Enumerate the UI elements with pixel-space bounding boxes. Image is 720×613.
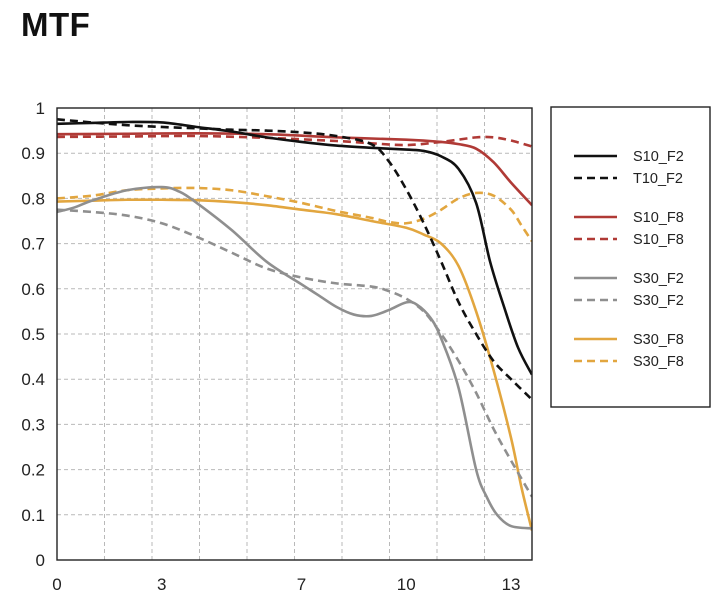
y-tick-label: 0 — [36, 551, 45, 570]
series-line-s30-f8-solid — [57, 198, 532, 531]
chart-title: MTF — [21, 6, 91, 43]
x-tick-label: 3 — [157, 575, 166, 594]
series-layer — [57, 118, 532, 531]
y-tick-label: 1 — [36, 99, 45, 118]
series-line-s10-f2-solid — [57, 120, 532, 376]
legend-label: S30_F2 — [633, 293, 684, 309]
y-tick-label: 0.5 — [21, 325, 45, 344]
series-line-t10-f2-dashed — [57, 118, 532, 401]
y-tick-label: 0.9 — [21, 144, 45, 163]
plot-frame — [56, 107, 533, 561]
legend-label: S30_F2 — [633, 271, 684, 287]
y-tick-label: 0.2 — [21, 461, 45, 480]
x-tick-label: 10 — [397, 575, 416, 594]
series-line-s30-f2-dashed — [57, 208, 532, 498]
legend-label: S10_F8 — [633, 210, 684, 226]
y-tick-label: 0.1 — [21, 506, 45, 525]
grid-layer — [57, 108, 532, 560]
legend: S10_F2 T10_F2 S10_F8 S10_F8 S30_F2 S30_F2 S30_… — [574, 149, 684, 370]
y-tick-label: 0.6 — [21, 280, 45, 299]
x-tick-label: 7 — [297, 575, 306, 594]
legend-label: S30_F8 — [633, 332, 684, 348]
x-tick-label: 0 — [52, 575, 61, 594]
legend-label: S10_F8 — [633, 232, 684, 248]
legend-label: T10_F2 — [633, 171, 683, 187]
tick-layer: 00.10.20.30.40.50.60.70.80.910 3 7 10 13 — [21, 99, 520, 594]
y-tick-label: 0.8 — [21, 189, 45, 208]
legend-label: S30_F8 — [633, 354, 684, 370]
y-tick-label: 0.7 — [21, 235, 45, 254]
y-tick-label: 0.4 — [21, 370, 45, 389]
legend-label: S10_F2 — [633, 149, 684, 165]
series-line-s10-f8-dashed — [57, 134, 532, 148]
series-line-s30-f2-solid — [57, 185, 532, 530]
x-tick-label: 13 — [502, 575, 521, 594]
series-line-s10-f8-solid — [57, 132, 532, 207]
y-tick-label: 0.3 — [21, 415, 45, 434]
